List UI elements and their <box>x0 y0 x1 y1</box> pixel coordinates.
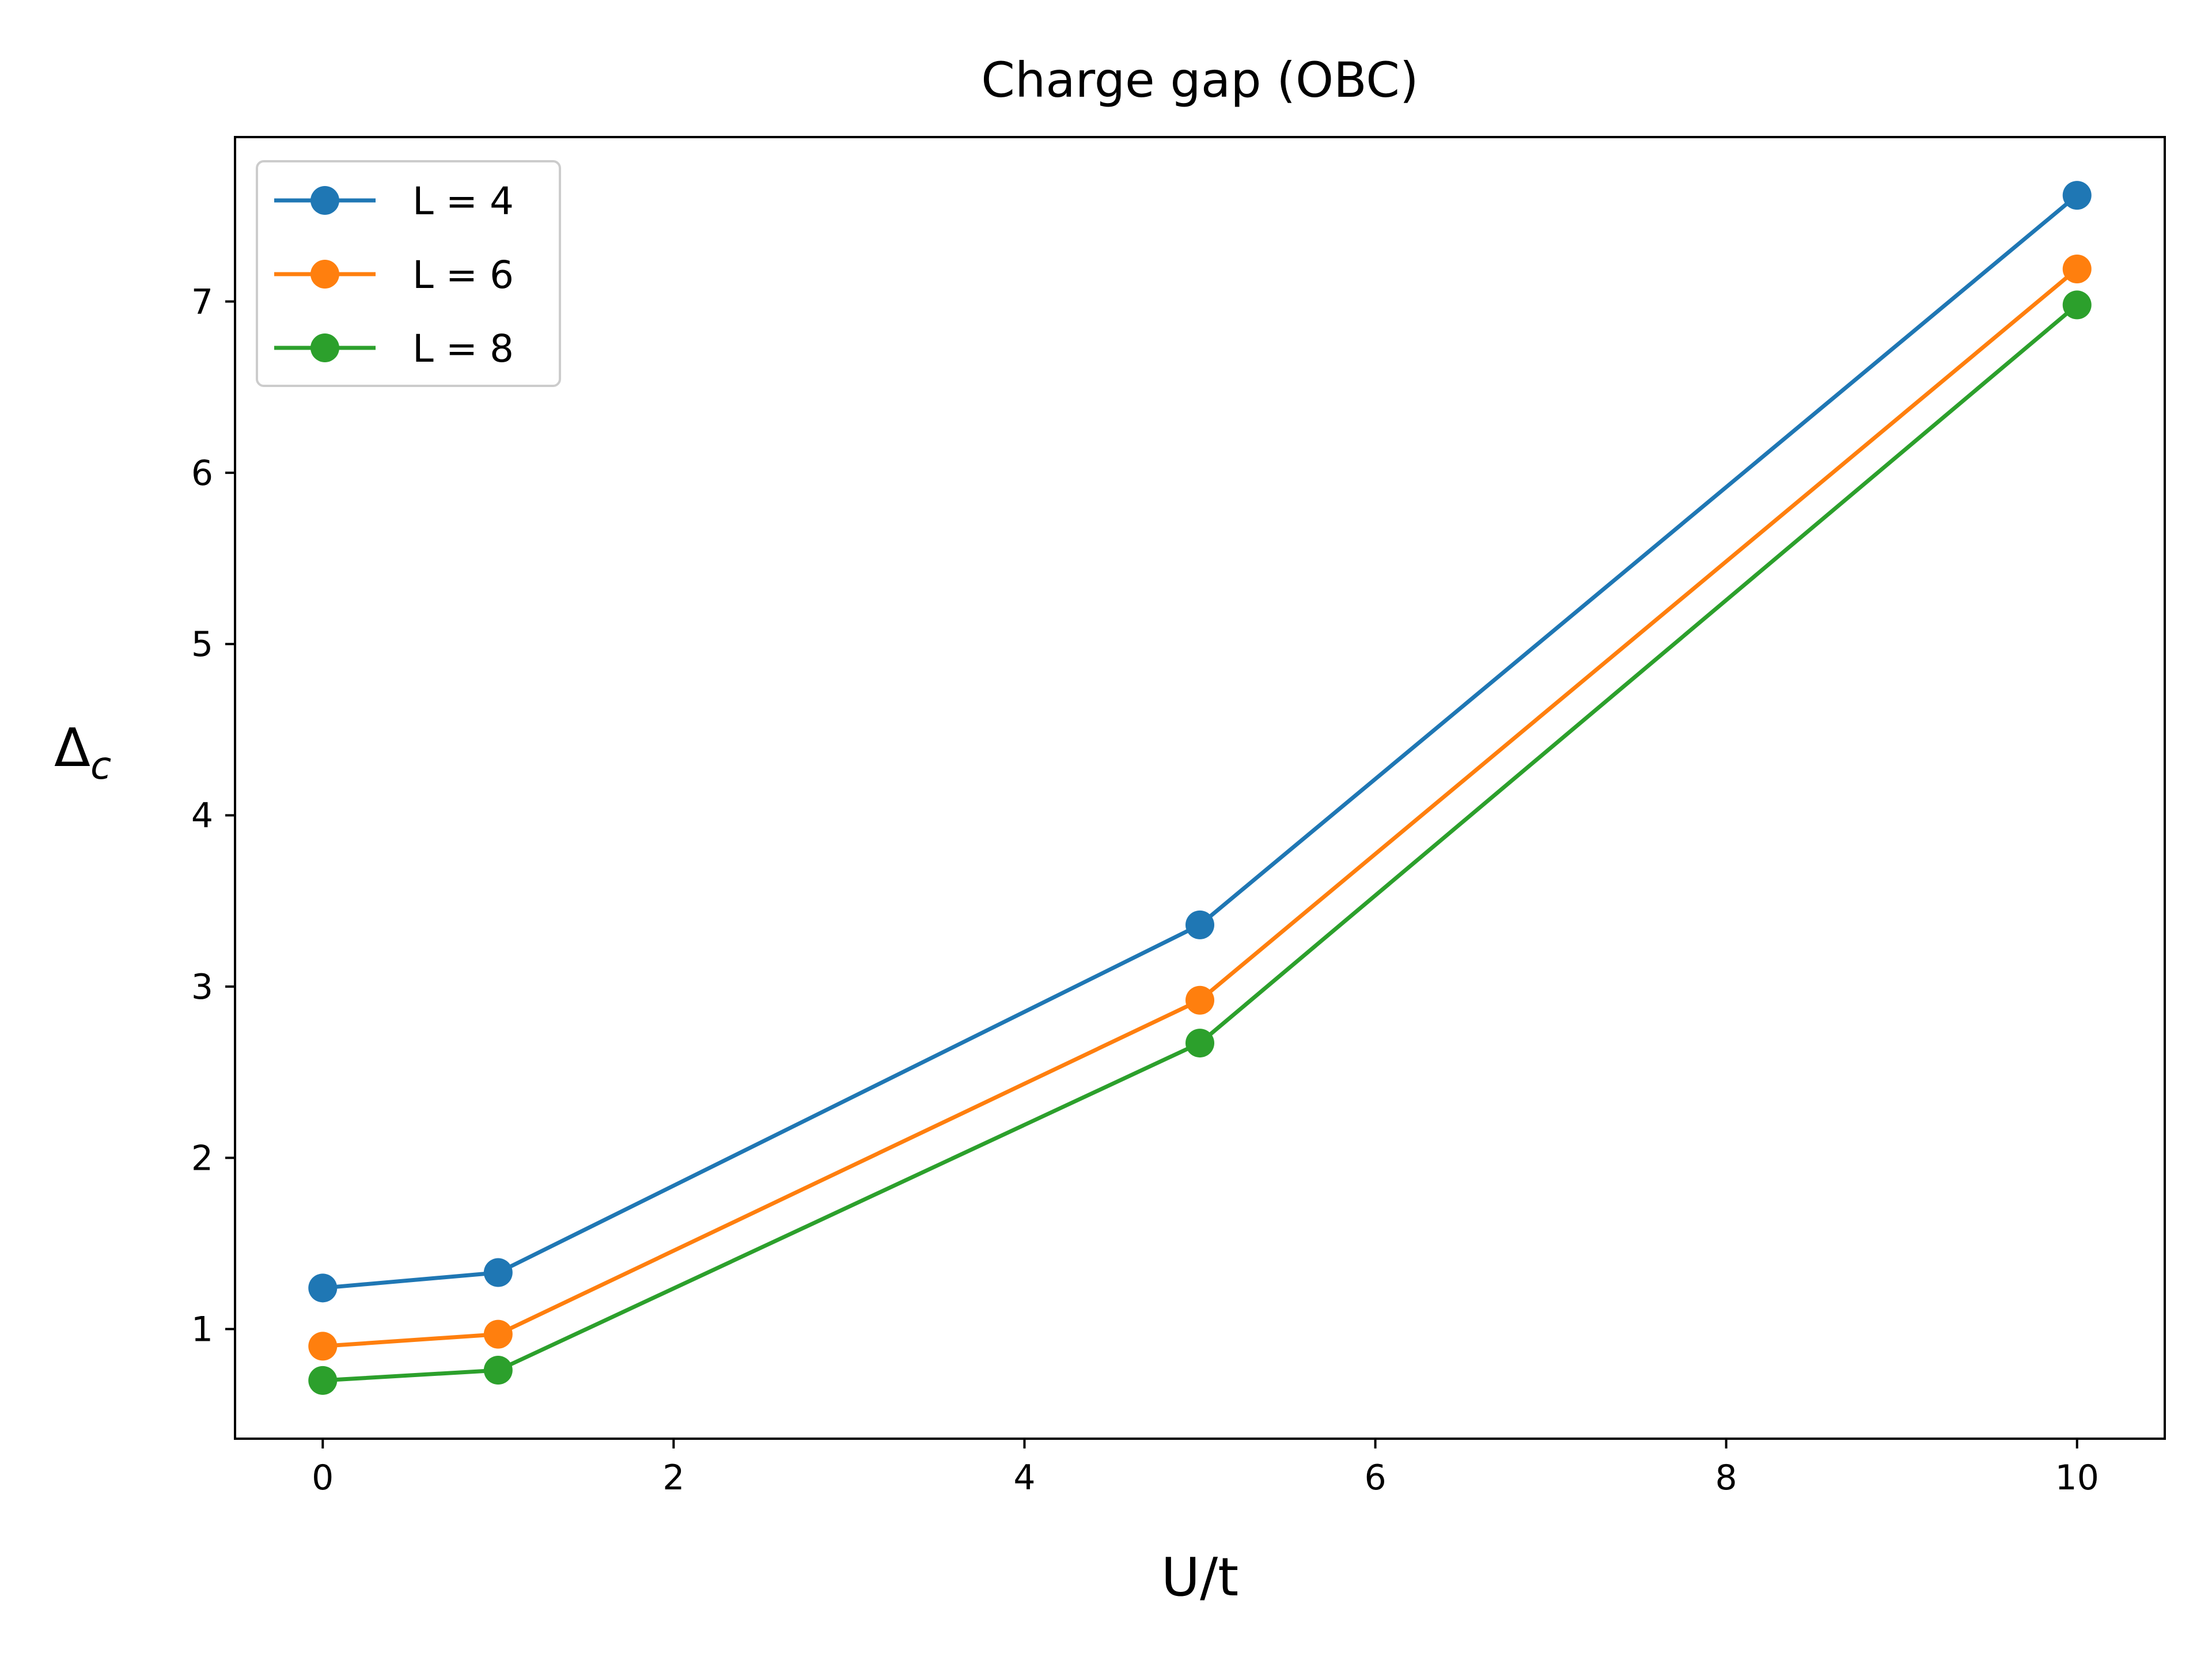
data-point <box>483 1319 513 1349</box>
y-tick-label: 4 <box>191 796 213 836</box>
series-line <box>322 194 2078 1290</box>
legend-box <box>256 160 561 387</box>
data-point <box>483 1356 513 1385</box>
series-line <box>323 267 2078 1348</box>
y-tick-label: 6 <box>191 453 213 494</box>
legend-swatch-marker <box>310 260 339 289</box>
data-point <box>2062 181 2092 210</box>
y-axis-ticks: 1 2 3 4 5 6 7 <box>191 282 235 1350</box>
data-point <box>483 1258 513 1287</box>
series-2 <box>308 254 2092 1361</box>
data-point <box>2062 290 2092 320</box>
data-point <box>308 1366 338 1395</box>
data-point <box>1185 910 1214 939</box>
y-axis-label-subscript: c <box>90 744 111 788</box>
y-tick-label: 1 <box>191 1310 213 1350</box>
x-axis-ticks: 0 2 4 6 8 10 <box>312 1439 2099 1498</box>
x-tick-label: 2 <box>662 1458 684 1498</box>
legend-entry: L = 8 <box>274 327 514 371</box>
data-point <box>2062 254 2092 283</box>
x-tick-label: 6 <box>1364 1458 1386 1498</box>
legend-entry: L = 6 <box>274 253 514 297</box>
legend-label: L = 8 <box>412 327 514 371</box>
y-axis-label: Δc <box>54 717 111 788</box>
legend: L = 4 L = 6 L = 8 <box>256 160 561 387</box>
series-1 <box>308 181 2092 1303</box>
legend-swatch-marker <box>310 333 339 362</box>
data-point <box>308 1332 338 1361</box>
chart-title: Charge gap (OBC) <box>981 52 1418 108</box>
y-tick-label: 2 <box>191 1138 213 1178</box>
y-tick-label: 5 <box>191 624 213 665</box>
data-point <box>308 1273 338 1303</box>
legend-swatch-marker <box>310 186 339 215</box>
legend-label: L = 4 <box>412 179 514 223</box>
y-axis-label-main: Δ <box>54 717 90 779</box>
x-tick-label: 8 <box>1715 1458 1737 1498</box>
data-point <box>1185 1029 1214 1058</box>
legend-entry: L = 4 <box>274 179 514 223</box>
legend-label: L = 6 <box>412 253 514 297</box>
plot-area-frame <box>234 136 2166 1440</box>
y-tick-label: 7 <box>191 282 213 322</box>
series-layer <box>308 181 2092 1395</box>
y-tick-label: 3 <box>191 967 213 1007</box>
x-tick-label: 4 <box>1013 1458 1035 1498</box>
series-3 <box>308 290 2092 1395</box>
series-line <box>323 303 2078 1383</box>
x-tick-label: 10 <box>2055 1458 2099 1498</box>
x-axis-label: U/t <box>1161 1546 1238 1608</box>
data-point <box>1185 985 1214 1015</box>
x-tick-label: 0 <box>312 1458 334 1498</box>
